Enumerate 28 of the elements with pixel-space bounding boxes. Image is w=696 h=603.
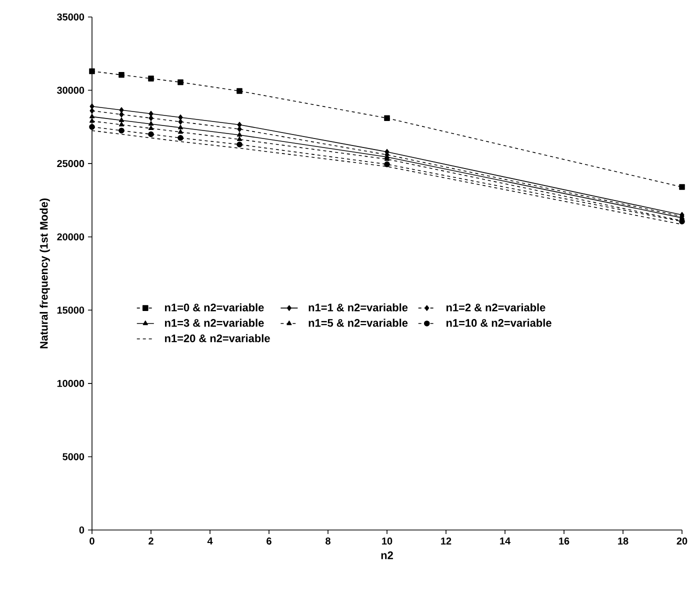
y-tick-label: 5000	[62, 453, 84, 460]
x-axis-title: n2	[381, 551, 393, 560]
x-tick-label: 16	[559, 538, 570, 545]
legend-label: n1=5 & n2=variable	[308, 318, 408, 327]
x-tick-label: 6	[266, 538, 272, 545]
y-tick-label: 15000	[57, 306, 84, 314]
y-tick-label: 30000	[57, 86, 84, 94]
y-tick-label: 25000	[57, 160, 84, 168]
x-tick-label: 14	[500, 538, 510, 544]
legend-label: n1=10 & n2=variable	[446, 318, 552, 327]
y-tick-label: 20000	[57, 233, 84, 240]
legend-label: n1=1 & n2=variable	[308, 303, 408, 312]
x-tick-label: 2	[148, 538, 154, 544]
y-tick-label: 0	[79, 526, 84, 534]
x-tick-label: 8	[326, 538, 330, 545]
legend-label: n1=3 & n2=variable	[165, 318, 264, 327]
y-tick-label: 10000	[57, 380, 84, 387]
y-tick-label: 35000	[57, 13, 84, 21]
x-tick-label: 0	[90, 538, 94, 545]
x-tick-label: 20	[676, 538, 688, 545]
x-tick-label: 4	[207, 538, 213, 544]
legend-label: n1=2 & n2=variable	[446, 303, 546, 312]
x-tick-label: 18	[618, 538, 628, 545]
legend-label: n1=0 & n2=variable	[165, 303, 264, 312]
x-tick-label: 10	[382, 538, 392, 545]
legend-label: n1=20 & n2=variable	[165, 334, 270, 342]
y-axis-title: Natural frequency (1st Mode)	[40, 198, 50, 348]
x-tick-label: 12	[441, 538, 452, 544]
